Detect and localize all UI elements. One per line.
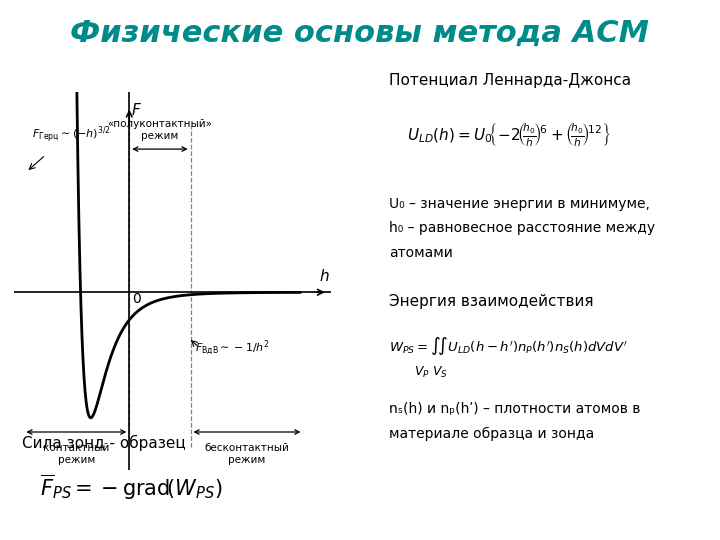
Text: бесконтактный
режим: бесконтактный режим bbox=[204, 443, 289, 465]
Text: «полуконтактный»
режим: «полуконтактный» режим bbox=[107, 119, 212, 141]
Text: U₀ – значение энергии в минимуме,: U₀ – значение энергии в минимуме, bbox=[389, 197, 649, 211]
Text: материале образца и зонда: материале образца и зонда bbox=[389, 427, 594, 441]
Text: Физические основы метода АСМ: Физические основы метода АСМ bbox=[71, 19, 649, 48]
Text: $F_{\rm ВдВ}\sim-1/h^2$: $F_{\rm ВдВ}\sim-1/h^2$ bbox=[195, 339, 270, 358]
Text: $\overline{F}_{PS}=-\mathrm{grad}\!\left(W_{PS}\right)$: $\overline{F}_{PS}=-\mathrm{grad}\!\left… bbox=[40, 472, 222, 502]
Text: 0: 0 bbox=[132, 292, 140, 306]
Text: Сила зонд - образец: Сила зонд - образец bbox=[22, 435, 185, 451]
Text: h₀ – равновесное расстояние между: h₀ – равновесное расстояние между bbox=[389, 221, 655, 235]
Text: $V_P\ V_S$: $V_P\ V_S$ bbox=[414, 364, 448, 380]
Text: nₛ(h) и nₚ(hʹ) – плотности атомов в: nₛ(h) и nₚ(hʹ) – плотности атомов в bbox=[389, 402, 640, 416]
Text: h: h bbox=[320, 269, 329, 284]
Text: контактный
режим: контактный режим bbox=[43, 443, 109, 465]
Text: F: F bbox=[131, 103, 140, 118]
Text: Энергия взаимодействия: Энергия взаимодействия bbox=[389, 294, 593, 309]
Text: $U_{LD}(h)=U_0\!\left\{-2\!\left(\!\frac{h_0}{h}\!\right)^{\!6}+\left(\!\frac{h_: $U_{LD}(h)=U_0\!\left\{-2\!\left(\!\frac… bbox=[407, 122, 611, 149]
Text: $W_{PS}=\int\!\int U_{LD}(h-h^{\prime})n_P(h^{\prime})n_S(h)dVdV^{\prime}$: $W_{PS}=\int\!\int U_{LD}(h-h^{\prime})n… bbox=[389, 335, 628, 357]
Text: Потенциал Леннарда-Джонса: Потенциал Леннарда-Джонса bbox=[389, 73, 631, 88]
Text: $F_{\rm Герц}\sim(-h)^{3/2}$: $F_{\rm Герц}\sim(-h)^{3/2}$ bbox=[32, 124, 111, 145]
Text: атомами: атомами bbox=[389, 246, 453, 260]
